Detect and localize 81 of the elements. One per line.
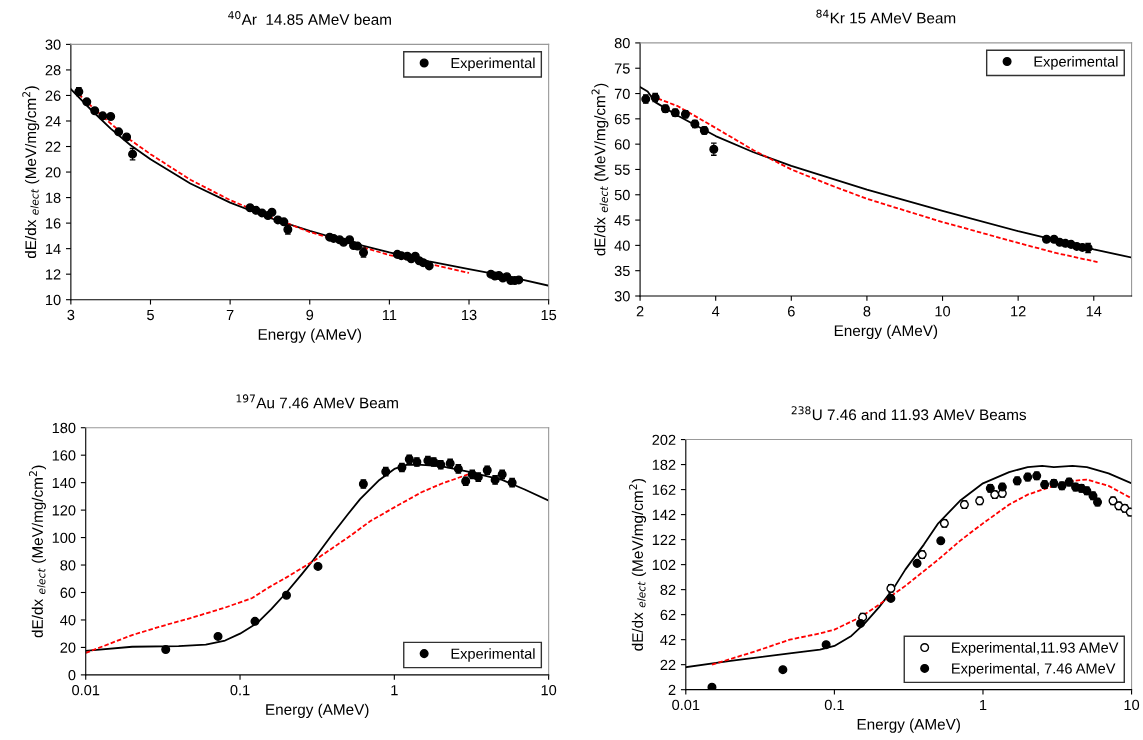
x-tick-label: 0.01 <box>672 699 700 711</box>
y-tick-label: 60 <box>60 587 76 598</box>
y-axis-title: dE/dx $_{elect}$ (MeV/mg/cm$^{2}$) <box>29 465 46 638</box>
y-tick-label: 30 <box>45 39 61 50</box>
x-tick-label: 14 <box>1086 306 1102 317</box>
y-tick-label: 100 <box>52 532 76 543</box>
x-axis-title: Energy (AMeV) <box>834 324 938 340</box>
y-tick-label: 10 <box>46 294 61 306</box>
chart-title: $^{84}$Kr 15 AMeV Beam <box>816 9 956 24</box>
y-tick-label: 28 <box>45 65 61 76</box>
y-axis-title: dE/dx $_{elect}$ (MeV/mg/cm$^{2}$) <box>591 83 609 256</box>
x-tick-label: 9 <box>306 309 314 321</box>
chart-title: $^{238}$U 7.46 and 11.93 AMeV Beams <box>791 406 1027 421</box>
y-tick-label: 180 <box>52 422 76 434</box>
y-tick-label: 40 <box>614 240 630 251</box>
x-tick-label: 1 <box>980 699 987 710</box>
legend-label: Experimental <box>451 648 535 662</box>
y-tick-label: 182 <box>652 459 676 470</box>
y-tick-label: 50 <box>614 189 630 201</box>
x-tick-label: 2 <box>636 306 644 317</box>
y-tick-label: 160 <box>52 450 76 461</box>
x-tick-label: 10 <box>1124 699 1140 711</box>
y-tick-label: 12 <box>46 269 61 280</box>
y-tick-label: 62 <box>660 609 676 621</box>
y-axis-title: dE/dx $_{elect}$ (MeV/mg/cm$^{2}$) <box>629 478 647 651</box>
x-tick-label: 11 <box>382 309 397 320</box>
x-tick-label: 0.01 <box>72 684 100 696</box>
y-tick-label: 35 <box>614 265 630 277</box>
y-tick-label: 20 <box>45 167 61 178</box>
chart-title: $^{40}$Ar 14.85 AMeV beam <box>228 11 391 25</box>
y-tick-label: 202 <box>652 434 676 445</box>
x-tick-label: 13 <box>462 309 477 321</box>
y-tick-label: 75 <box>614 63 630 74</box>
x-axis-title: Energy (AMeV) <box>258 328 362 343</box>
y-tick-label: 65 <box>614 113 630 125</box>
legend-label: Experimental, 7.46 AMeV <box>952 662 1116 677</box>
y-tick-label: 40 <box>60 615 76 626</box>
y-tick-label: 45 <box>614 215 630 226</box>
x-tick-label: 0.1 <box>230 684 250 696</box>
y-axis-title: dE/dx $_{elect}$ (MeV/mg/cm$^{2}$) <box>22 86 40 259</box>
x-axis-title: Energy (AMeV) <box>266 703 369 718</box>
y-tick-label: 102 <box>652 559 676 571</box>
x-tick-label: 10 <box>935 306 951 317</box>
x-tick-label: 5 <box>147 309 154 321</box>
y-tick-label: 60 <box>614 139 630 150</box>
x-axis-title: Energy (AMeV) <box>857 718 960 733</box>
y-tick-label: 30 <box>614 291 630 302</box>
y-tick-label: 18 <box>46 192 61 204</box>
y-tick-label: 0 <box>68 669 76 681</box>
y-tick-label: 42 <box>660 634 676 645</box>
legend-label: Experimental,11.93 AMeV <box>952 642 1119 656</box>
y-tick-label: 82 <box>660 584 676 596</box>
y-tick-label: 80 <box>60 560 76 571</box>
legend-label: Experimental <box>451 57 535 72</box>
y-tick-label: 120 <box>52 505 76 516</box>
x-tick-label: 12 <box>1011 306 1026 317</box>
y-tick-label: 24 <box>45 116 61 127</box>
y-tick-label: 142 <box>652 509 676 520</box>
y-tick-label: 16 <box>46 218 61 229</box>
y-tick-label: 70 <box>614 88 630 99</box>
x-tick-label: 8 <box>863 306 871 317</box>
y-tick-label: 26 <box>45 90 61 101</box>
y-tick-label: 55 <box>614 164 630 175</box>
y-tick-label: 140 <box>52 477 76 489</box>
x-tick-label: 15 <box>541 309 557 321</box>
y-tick-label: 80 <box>614 38 630 49</box>
y-tick-label: 22 <box>660 659 676 670</box>
x-tick-label: 4 <box>711 306 720 317</box>
x-tick-label: 7 <box>226 309 234 320</box>
y-tick-label: 22 <box>45 141 61 152</box>
legend-label: Experimental <box>1034 56 1118 70</box>
x-tick-label: 6 <box>787 306 795 317</box>
x-tick-label: 0.1 <box>824 699 844 711</box>
x-tick-label: 1 <box>391 685 398 696</box>
y-tick-label: 20 <box>60 642 76 653</box>
y-tick-label: 14 <box>46 243 61 254</box>
y-tick-label: 122 <box>652 534 676 545</box>
chart-title: $^{197}$Au 7.46 AMeV Beam <box>236 394 398 409</box>
x-tick-label: 3 <box>67 309 75 321</box>
y-tick-label: 162 <box>652 484 676 496</box>
x-tick-label: 10 <box>541 684 557 696</box>
